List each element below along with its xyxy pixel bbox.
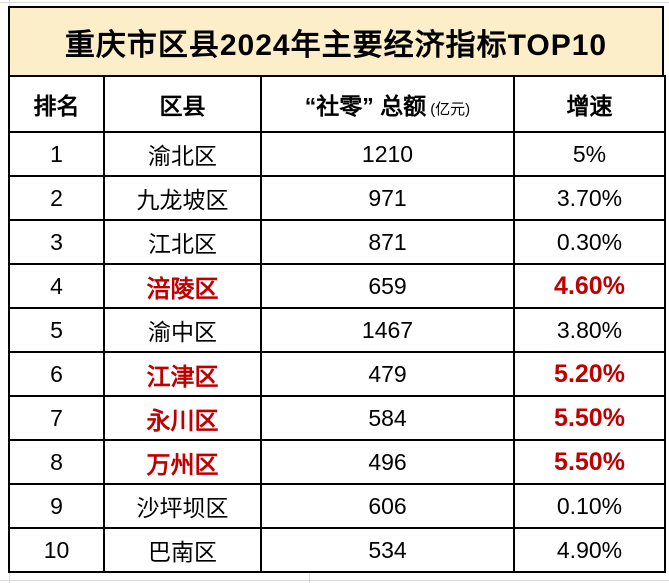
district-cell: 巴南区: [103, 527, 262, 573]
rank-cell: 5: [8, 307, 105, 353]
spreadsheet-gridline: [9, 573, 10, 583]
growth-cell: 5%: [513, 131, 666, 177]
district-cell: 九龙坡区: [103, 175, 262, 221]
total-cell: 584: [260, 395, 515, 441]
growth-cell: 5.50%: [513, 439, 666, 485]
total-cell: 971: [260, 175, 515, 221]
growth-cell: 0.30%: [513, 219, 666, 265]
spreadsheet-gridline: [0, 580, 669, 581]
district-cell: 江北区: [103, 219, 262, 265]
column-header-total-unit: (亿元): [430, 101, 471, 118]
title-banner: 重庆市区县2024年主要经济指标TOP10: [8, 6, 664, 75]
rank-cell: 1: [8, 131, 105, 177]
district-cell: 永川区: [103, 395, 262, 441]
total-cell: 1210: [260, 131, 515, 177]
spreadsheet-gridline: [9, 0, 10, 8]
total-cell: 871: [260, 219, 515, 265]
rank-cell: 9: [8, 483, 105, 529]
header-row: 排名 区县 “社零” 总额 (亿元) 增速: [8, 75, 666, 133]
growth-cell: 0.10%: [513, 483, 666, 529]
table-row: 2 九龙坡区 971 3.70%: [8, 175, 666, 221]
rank-cell: 10: [8, 527, 105, 573]
table-row: 9 沙坪坝区 606 0.10%: [8, 483, 666, 529]
growth-cell: 4.90%: [513, 527, 666, 573]
district-cell: 江津区: [103, 351, 262, 397]
table-row: 6 江津区 479 5.20%: [8, 351, 666, 397]
rank-cell: 8: [8, 439, 105, 485]
table-row: 10 巴南区 534 4.90%: [8, 527, 666, 573]
table-row: 4 涪陵区 659 4.60%: [8, 263, 666, 309]
growth-cell: 5.20%: [513, 351, 666, 397]
total-cell: 1467: [260, 307, 515, 353]
growth-cell: 3.70%: [513, 175, 666, 221]
rank-cell: 6: [8, 351, 105, 397]
table-row: 8 万州区 496 5.50%: [8, 439, 666, 485]
column-header-total: “社零” 总额 (亿元): [260, 75, 515, 133]
growth-cell: 3.80%: [513, 307, 666, 353]
growth-cell: 5.50%: [513, 395, 666, 441]
total-cell: 479: [260, 351, 515, 397]
district-cell: 涪陵区: [103, 263, 262, 309]
table-row: 7 永川区 584 5.50%: [8, 395, 666, 441]
total-cell: 534: [260, 527, 515, 573]
page-title: 重庆市区县2024年主要经济指标TOP10: [64, 28, 608, 62]
rank-cell: 3: [8, 219, 105, 265]
total-cell: 496: [260, 439, 515, 485]
district-cell: 渝中区: [103, 307, 262, 353]
column-header-rank: 排名: [8, 75, 105, 133]
top10-table-sheet: 重庆市区县2024年主要经济指标TOP10 排名 区县 “社零” 总额 (亿元) …: [8, 6, 666, 573]
district-cell: 渝北区: [103, 131, 262, 177]
table-row: 3 江北区 871 0.30%: [8, 219, 666, 265]
district-cell: 万州区: [103, 439, 262, 485]
rank-cell: 4: [8, 263, 105, 309]
economic-indicators-table: 排名 区县 “社零” 总额 (亿元) 增速 1 渝北区 1210 5% 2 九龙坡…: [8, 75, 666, 573]
growth-cell: 4.60%: [513, 263, 666, 309]
table-row: 5 渝中区 1467 3.80%: [8, 307, 666, 353]
spreadsheet-gridline: [0, 2, 669, 3]
column-header-district: 区县: [103, 75, 262, 133]
rank-cell: 2: [8, 175, 105, 221]
district-cell: 沙坪坝区: [103, 483, 262, 529]
spreadsheet-gridline: [309, 573, 310, 583]
column-header-growth: 增速: [513, 75, 666, 133]
column-header-total-label: “社零” 总额: [304, 93, 427, 119]
table-row: 1 渝北区 1210 5%: [8, 131, 666, 177]
total-cell: 659: [260, 263, 515, 309]
rank-cell: 7: [8, 395, 105, 441]
total-cell: 606: [260, 483, 515, 529]
